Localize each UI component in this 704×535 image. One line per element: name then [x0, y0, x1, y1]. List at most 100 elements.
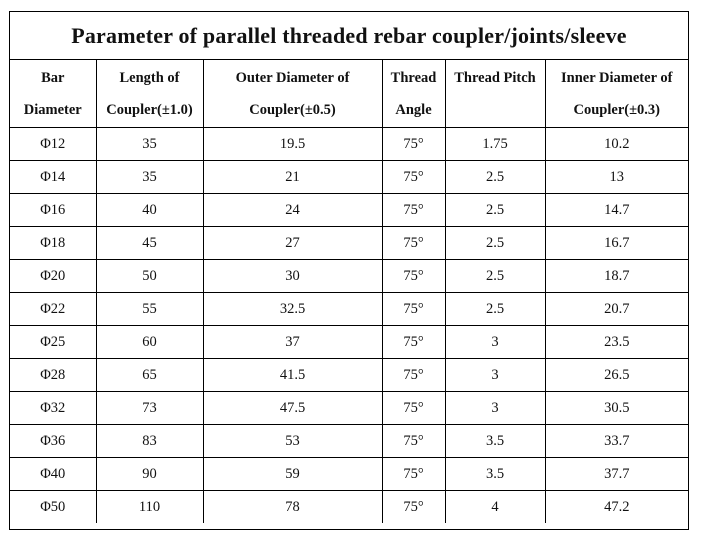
table-row: Φ20 50 30 75° 2.5 18.7 — [10, 259, 688, 293]
table-body: Φ12 35 19.5 75° 1.75 10.2 Φ14 35 21 75° … — [10, 127, 688, 523]
header-line: Length of — [119, 69, 180, 86]
cell-length: 40 — [96, 193, 204, 227]
cell-thread-angle: 75° — [382, 325, 446, 359]
table-row: Φ50 110 78 75° 4 47.2 — [10, 490, 688, 523]
cell-thread-pitch: 3.5 — [445, 424, 546, 458]
cell-length: 35 — [96, 160, 204, 194]
cell-outer-diameter: 37 — [203, 325, 383, 359]
cell-thread-pitch: 3 — [445, 325, 546, 359]
cell-thread-pitch: 4 — [445, 490, 546, 523]
cell-thread-angle: 75° — [382, 358, 446, 392]
cell-thread-angle: 75° — [382, 226, 446, 260]
cell-thread-angle: 75° — [382, 490, 446, 523]
cell-bar-diameter: Φ18 — [10, 226, 97, 260]
cell-inner-diameter: 16.7 — [545, 226, 688, 260]
cell-length: 50 — [96, 259, 204, 293]
cell-thread-angle: 75° — [382, 391, 446, 425]
cell-thread-pitch: 2.5 — [445, 259, 546, 293]
table-row: Φ25 60 37 75° 3 23.5 — [10, 325, 688, 359]
cell-length: 65 — [96, 358, 204, 392]
cell-thread-angle: 75° — [382, 193, 446, 227]
header-line: Inner Diameter of — [561, 69, 673, 86]
cell-bar-diameter: Φ14 — [10, 160, 97, 194]
header-line: Angle — [395, 101, 432, 118]
cell-length: 60 — [96, 325, 204, 359]
cell-bar-diameter: Φ28 — [10, 358, 97, 392]
cell-thread-angle: 75° — [382, 127, 446, 161]
table-row: Φ22 55 32.5 75° 2.5 20.7 — [10, 292, 688, 326]
cell-inner-diameter: 14.7 — [545, 193, 688, 227]
header-line: Diameter — [23, 101, 82, 118]
header-line — [446, 94, 545, 126]
cell-length: 83 — [96, 424, 204, 458]
table-row: Φ32 73 47.5 75° 3 30.5 — [10, 391, 688, 425]
cell-inner-diameter: 30.5 — [545, 391, 688, 425]
cell-bar-diameter: Φ22 — [10, 292, 97, 326]
cell-length: 45 — [96, 226, 204, 260]
cell-bar-diameter: Φ40 — [10, 457, 97, 491]
cell-outer-diameter: 78 — [203, 490, 383, 523]
cell-thread-pitch: 2.5 — [445, 160, 546, 194]
cell-outer-diameter: 32.5 — [203, 292, 383, 326]
cell-thread-angle: 75° — [382, 292, 446, 326]
cell-inner-diameter: 18.7 — [545, 259, 688, 293]
header-thread-pitch: Thread Pitch — [445, 60, 546, 128]
cell-inner-diameter: 13 — [545, 160, 688, 194]
table-row: Φ12 35 19.5 75° 1.75 10.2 — [10, 127, 688, 161]
header-line: Outer Diameter of — [235, 69, 350, 86]
cell-thread-pitch: 1.75 — [445, 127, 546, 161]
cell-bar-diameter: Φ20 — [10, 259, 97, 293]
table-title: Parameter of parallel threaded rebar cou… — [10, 12, 688, 60]
cell-bar-diameter: Φ16 — [10, 193, 97, 227]
cell-outer-diameter: 24 — [203, 193, 383, 227]
cell-length: 90 — [96, 457, 204, 491]
cell-thread-angle: 75° — [382, 160, 446, 194]
cell-thread-angle: 75° — [382, 259, 446, 293]
table-row: Φ36 83 53 75° 3.5 33.7 — [10, 424, 688, 458]
cell-length: 73 — [96, 391, 204, 425]
header-line: Bar — [41, 69, 65, 86]
header-line: Coupler(±0.5) — [249, 101, 336, 118]
cell-length: 110 — [96, 490, 204, 523]
table-row: Φ28 65 41.5 75° 3 26.5 — [10, 358, 688, 392]
cell-thread-pitch: 3.5 — [445, 457, 546, 491]
cell-inner-diameter: 20.7 — [545, 292, 688, 326]
parameter-table: Bar Diameter Length of Coupler(±1.0) Out… — [10, 60, 688, 523]
header-length: Length of Coupler(±1.0) — [96, 60, 204, 128]
cell-inner-diameter: 37.7 — [545, 457, 688, 491]
cell-outer-diameter: 21 — [203, 160, 383, 194]
cell-inner-diameter: 47.2 — [604, 498, 630, 515]
cell-outer-diameter: 59 — [203, 457, 383, 491]
cell-bar-diameter: Φ12 — [10, 127, 97, 161]
header-line: Thread — [390, 69, 437, 86]
cell-outer-diameter: 27 — [203, 226, 383, 260]
cell-bar-diameter: Φ25 — [10, 325, 97, 359]
cell-thread-pitch: 2.5 — [445, 193, 546, 227]
header-line: Coupler(±0.3) — [573, 101, 661, 118]
cell-inner-diameter: 23.5 — [545, 325, 688, 359]
cell-length: 55 — [96, 292, 204, 326]
cell-outer-diameter: 19.5 — [203, 127, 383, 161]
cell-thread-angle: 75° — [382, 457, 446, 491]
cell-inner-diameter: 26.5 — [545, 358, 688, 392]
header-thread-angle: Thread Angle — [382, 60, 446, 128]
header-line: Coupler(±1.0) — [106, 101, 193, 118]
cell-outer-diameter: 30 — [203, 259, 383, 293]
cell-inner-diameter: 33.7 — [545, 424, 688, 458]
cell-thread-pitch: 2.5 — [445, 292, 546, 326]
cell-thread-pitch: 3 — [445, 358, 546, 392]
header-inner-diameter: Inner Diameter of Coupler(±0.3) — [545, 60, 688, 128]
cell-bar-diameter: Φ36 — [10, 424, 97, 458]
cell-outer-diameter: 41.5 — [203, 358, 383, 392]
cell-bar-diameter: Φ50 — [10, 490, 97, 523]
table-row: Φ14 35 21 75° 2.5 13 — [10, 160, 688, 194]
parameter-table-sheet: Parameter of parallel threaded rebar cou… — [9, 11, 689, 530]
cell-inner-diameter: 10.2 — [545, 127, 688, 161]
cell-outer-diameter: 53 — [203, 424, 383, 458]
header-bar-diameter: Bar Diameter — [10, 60, 97, 128]
cell-outer-diameter: 47.5 — [203, 391, 383, 425]
cell-thread-pitch: 2.5 — [445, 226, 546, 260]
cell-thread-angle: 75° — [382, 424, 446, 458]
cell-bar-diameter: Φ32 — [10, 391, 97, 425]
header-line: Thread Pitch — [454, 69, 536, 86]
